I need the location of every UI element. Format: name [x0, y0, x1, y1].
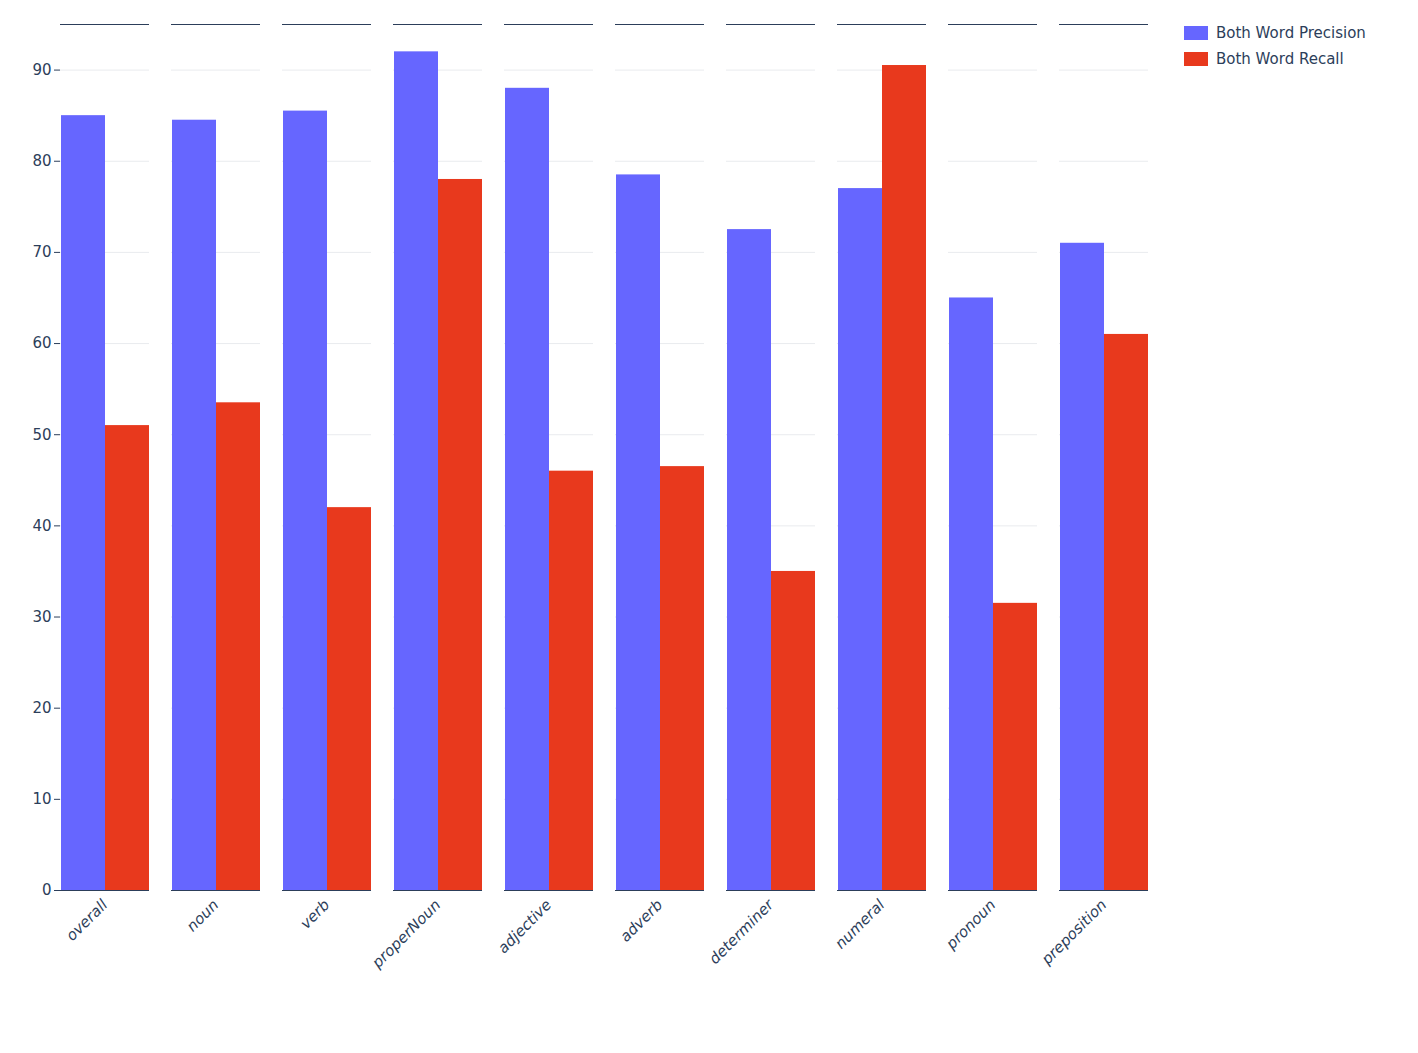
html-text:Both Word Precision: Both Word Precision	[1216, 24, 1366, 42]
svg-text:30: 30	[32, 608, 51, 626]
svg-text:verb: verb	[297, 896, 334, 933]
svg-text:20: 20	[32, 699, 51, 717]
svg-text:numeral: numeral	[831, 895, 888, 952]
svg-text:overall: overall	[62, 895, 111, 944]
svg-text:70: 70	[32, 243, 51, 261]
html-text:Both Word Recall: Both Word Recall	[1216, 50, 1344, 68]
svg-text:pronoun: pronoun	[942, 896, 1000, 954]
svg-text:40: 40	[32, 517, 51, 535]
svg-text:0: 0	[42, 881, 52, 899]
svg-text:50: 50	[32, 426, 51, 444]
svg-text:properNoun: properNoun	[368, 896, 445, 973]
svg-text:10: 10	[32, 790, 51, 808]
svg-text:noun: noun	[183, 896, 222, 935]
svg-text:adjective: adjective	[494, 896, 555, 957]
svg-text:90: 90	[32, 61, 51, 79]
svg-text:80: 80	[32, 152, 51, 170]
svg-text:preposition: preposition	[1037, 896, 1110, 969]
svg-text:adverb: adverb	[616, 896, 666, 946]
svg-text:60: 60	[32, 334, 51, 352]
svg-text:determiner: determiner	[705, 895, 778, 968]
